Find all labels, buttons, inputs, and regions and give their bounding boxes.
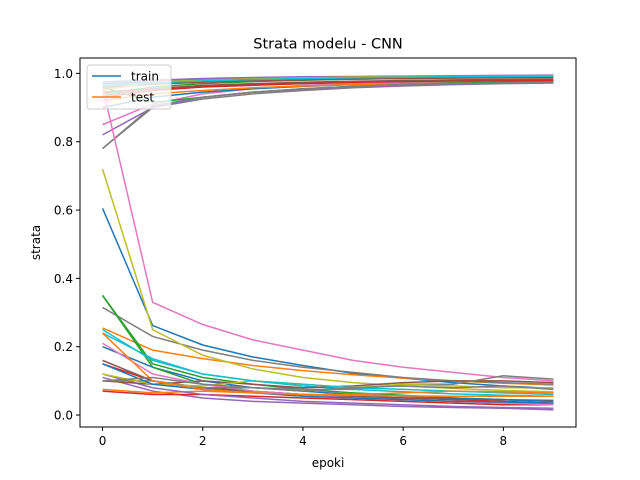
x-tick-label: 6 <box>399 434 407 448</box>
series-line-37 <box>102 363 554 404</box>
chart-title: Strata modelu - CNN <box>253 37 403 53</box>
y-tick-label: 0.2 <box>54 340 73 354</box>
x-tick-label: 8 <box>500 434 508 448</box>
legend-label-test: test <box>131 91 154 105</box>
y-tick-label: 1.0 <box>54 67 73 81</box>
series-line-24 <box>102 306 554 386</box>
y-tick-label: 0.0 <box>54 409 73 423</box>
series-line-15 <box>102 78 554 97</box>
series-line-16 <box>102 81 554 150</box>
y-tick-label: 0.4 <box>54 272 73 286</box>
y-tick-label: 0.6 <box>54 204 73 218</box>
plot-frame <box>79 57 577 428</box>
x-axis-label: epoki <box>312 456 345 470</box>
x-tick-label: 4 <box>299 434 307 448</box>
series-layer <box>101 74 554 411</box>
series-line-23 <box>101 86 554 382</box>
series-line-9 <box>102 75 554 87</box>
y-axis-label: strata <box>29 225 43 260</box>
x-tick-label: 2 <box>199 434 207 448</box>
series-line-30 <box>102 390 554 406</box>
series-line-5 <box>102 76 554 88</box>
series-line-38 <box>102 332 554 396</box>
series-line-39 <box>102 376 554 392</box>
y-tick-label: 0.8 <box>54 135 73 149</box>
series-line-31 <box>102 373 554 409</box>
series-line-26 <box>102 332 554 397</box>
series-line-25 <box>101 168 554 393</box>
legend: train test <box>86 64 172 110</box>
y-axis-ticks: 0.0 0.2 0.4 0.6 0.8 1.0 <box>54 67 80 423</box>
x-axis-ticks: 0 2 4 6 8 <box>99 427 507 448</box>
legend-label-train: train <box>131 70 159 84</box>
series-line-32 <box>102 380 554 389</box>
series-line-27 <box>102 346 554 403</box>
x-tick-label: 0 <box>99 434 107 448</box>
